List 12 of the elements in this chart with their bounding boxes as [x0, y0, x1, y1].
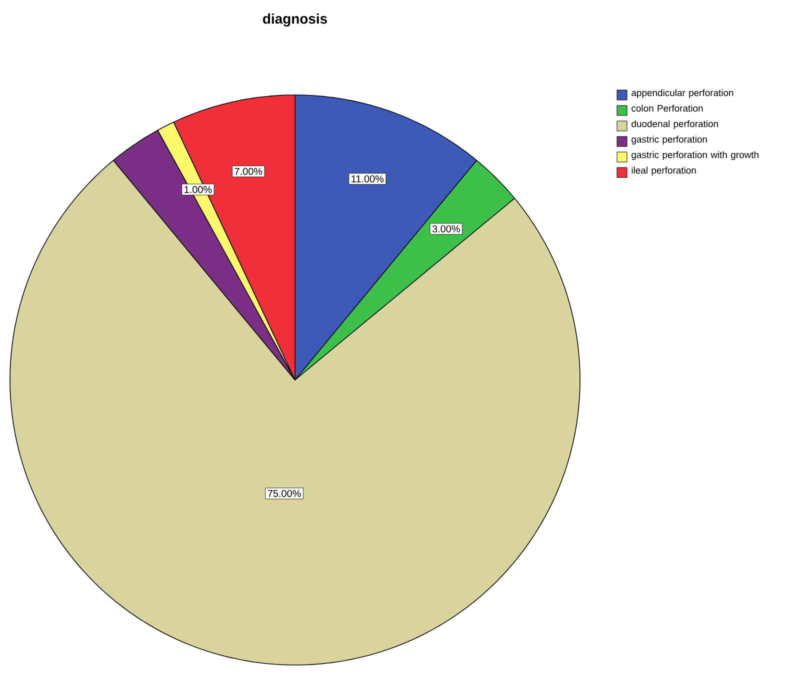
data-label: 11.00% — [352, 175, 384, 182]
legend-label: gastric perforation — [632, 136, 707, 145]
data-label: 3.00% — [432, 225, 460, 232]
data-label: 7.00% — [234, 168, 262, 175]
legend-label: appendicular perforation — [632, 89, 734, 98]
chart-title: diagnosis — [263, 13, 327, 27]
data-label: 75.00% — [268, 490, 301, 498]
data-label: 1.00% — [184, 186, 212, 194]
legend-label: gastric perforation with growth — [632, 151, 758, 160]
legend-label: ileal perforation — [632, 166, 696, 176]
legend-label: colon Perforation — [632, 104, 703, 112]
legend-label: duodenal perforation — [632, 120, 718, 130]
